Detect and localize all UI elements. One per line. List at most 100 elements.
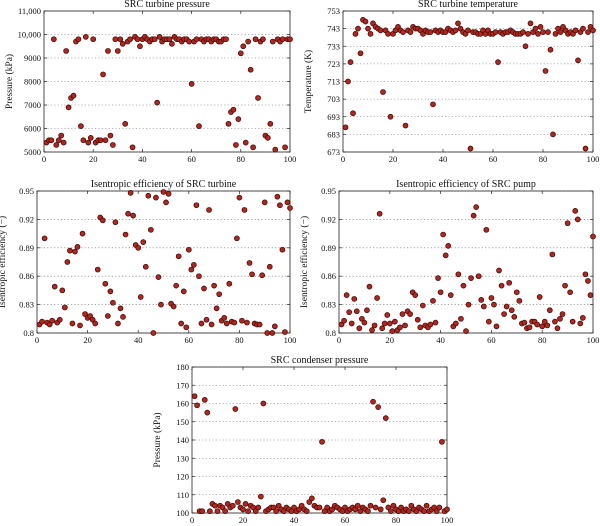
data-point bbox=[572, 208, 579, 214]
data-point bbox=[48, 137, 55, 144]
data-point bbox=[522, 43, 529, 50]
data-point bbox=[526, 324, 533, 331]
data-point bbox=[107, 288, 114, 295]
y-axis-label: Temperature (K) bbox=[303, 50, 314, 113]
data-point bbox=[552, 318, 558, 325]
data-point bbox=[242, 501, 249, 507]
data-point bbox=[180, 288, 187, 295]
data-point bbox=[527, 20, 534, 27]
data-point bbox=[445, 243, 452, 249]
data-point bbox=[100, 71, 106, 78]
data-point bbox=[542, 68, 549, 74]
data-point bbox=[212, 502, 218, 509]
data-point bbox=[435, 275, 441, 281]
data-point bbox=[407, 29, 414, 36]
data-point bbox=[271, 323, 278, 330]
x-tick-label: 80 bbox=[539, 154, 548, 164]
data-point bbox=[110, 142, 116, 148]
data-point bbox=[483, 226, 490, 233]
data-point bbox=[520, 29, 526, 36]
data-point bbox=[236, 194, 243, 201]
y-tick-label: 723 bbox=[327, 59, 340, 69]
data-point bbox=[117, 36, 124, 43]
data-point bbox=[69, 320, 76, 327]
x-tick-label: 40 bbox=[134, 335, 143, 345]
data-point bbox=[194, 402, 200, 409]
data-point bbox=[342, 124, 349, 131]
y-tick-label: 150 bbox=[176, 417, 189, 427]
data-point bbox=[104, 313, 111, 319]
data-point bbox=[125, 210, 131, 217]
y-tick-label: 0.89 bbox=[321, 243, 336, 253]
chart-panel-pump-efficiency: Isentropic efficiency of SRC pump 0.8 0.83… bbox=[299, 175, 600, 345]
data-point bbox=[365, 508, 371, 515]
data-point bbox=[226, 280, 233, 287]
data-point bbox=[511, 314, 518, 320]
data-point bbox=[402, 322, 408, 329]
data-point bbox=[129, 144, 136, 151]
chart-title: Isentropic efficiency of SRC pump bbox=[396, 179, 536, 190]
data-point bbox=[496, 267, 502, 274]
data-point bbox=[569, 318, 576, 325]
data-point bbox=[155, 274, 162, 280]
x-tick-label: 20 bbox=[239, 515, 248, 525]
y-tick-label: 0.8 bbox=[23, 328, 34, 338]
data-point bbox=[402, 122, 409, 129]
data-point bbox=[430, 101, 436, 108]
data-point bbox=[376, 210, 383, 217]
data-point bbox=[503, 303, 510, 310]
data-point bbox=[577, 320, 584, 327]
data-point bbox=[498, 282, 505, 289]
data-point bbox=[361, 319, 368, 326]
data-point bbox=[455, 271, 462, 278]
data-point bbox=[367, 502, 374, 509]
data-point bbox=[70, 92, 77, 99]
y-tick-label: 120 bbox=[176, 472, 189, 482]
data-point bbox=[579, 315, 586, 321]
data-point bbox=[53, 142, 60, 148]
data-point bbox=[492, 29, 499, 36]
data-point bbox=[319, 438, 325, 445]
data-point bbox=[437, 289, 444, 296]
y-tick-label: 0.83 bbox=[321, 300, 336, 310]
y-axis-label: Isentropic efficiency (−) bbox=[299, 216, 310, 308]
data-point bbox=[134, 36, 141, 43]
data-point bbox=[375, 404, 381, 411]
x-tick-label: 80 bbox=[235, 335, 244, 345]
data-point bbox=[272, 146, 279, 153]
data-point bbox=[77, 322, 83, 329]
chart-panel-turbine-efficiency: Isentropic efficiency of SRC turbine 0.8 0… bbox=[0, 175, 300, 345]
data-point bbox=[417, 324, 424, 331]
y-tick-label: 9000 bbox=[24, 53, 41, 63]
data-point bbox=[55, 137, 62, 144]
data-point bbox=[208, 321, 215, 328]
data-point bbox=[458, 315, 464, 322]
y-tick-label: 0.86 bbox=[321, 271, 336, 281]
data-point bbox=[247, 66, 254, 73]
data-point bbox=[266, 263, 273, 270]
data-point bbox=[245, 38, 252, 45]
y-axis-label: Pressure (kPa) bbox=[4, 54, 15, 109]
data-point bbox=[185, 246, 192, 253]
x-tick-label: 40 bbox=[436, 335, 445, 345]
data-point bbox=[493, 323, 500, 330]
data-point bbox=[460, 282, 467, 289]
data-point bbox=[65, 104, 72, 111]
data-point bbox=[229, 502, 236, 509]
data-point bbox=[463, 328, 469, 334]
data-point bbox=[397, 324, 403, 331]
data-point bbox=[506, 279, 513, 286]
data-point bbox=[261, 199, 268, 206]
data-point bbox=[419, 302, 426, 309]
y-tick-label: 110 bbox=[177, 490, 189, 500]
data-point bbox=[488, 295, 495, 301]
data-point bbox=[201, 396, 208, 403]
data-point bbox=[572, 27, 579, 34]
x-tick-label: 60 bbox=[487, 335, 496, 345]
data-point bbox=[540, 29, 546, 36]
data-point bbox=[385, 31, 391, 37]
data-point bbox=[240, 43, 247, 50]
data-point bbox=[99, 217, 106, 224]
data-point bbox=[470, 212, 477, 219]
